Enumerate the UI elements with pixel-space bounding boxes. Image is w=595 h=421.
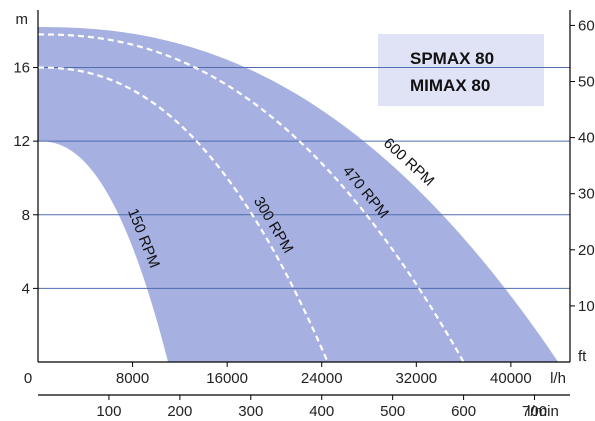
x-lmin-tick-label-500: 500 [380, 403, 405, 420]
model-label-box [378, 34, 544, 106]
x-lmin-tick-label-300: 300 [238, 403, 263, 420]
x-lh-unit-label: l/h [550, 370, 566, 387]
x-lh-tick-label-32000: 32000 [395, 370, 437, 387]
model-label-line2: MIMAX 80 [410, 76, 490, 95]
y-right-tick-label-30: 30 [578, 186, 595, 203]
x-lmin-tick-label-600: 600 [451, 403, 476, 420]
x-lmin-tick-label-100: 100 [96, 403, 121, 420]
y-right-tick-label-40: 40 [578, 130, 595, 147]
curve-470-rpm [37, 33, 465, 363]
model-label-line1: SPMAX 80 [410, 49, 494, 68]
y-right-tick-label-60: 60 [578, 17, 595, 34]
y-right-unit-label: ft [578, 348, 587, 365]
y-right-tick-label-20: 20 [578, 242, 595, 259]
y-left-tick-label-16: 16 [13, 60, 30, 77]
y-left-tick-label-8: 8 [22, 207, 30, 224]
x-lh-tick-label-16000: 16000 [206, 370, 248, 387]
y-right-tick-label-50: 50 [578, 74, 595, 91]
y-left-tick-label-12: 12 [13, 133, 30, 150]
y-left-tick-label-4: 4 [22, 280, 30, 297]
x-lmin-unit-label: l/min [527, 403, 559, 420]
operating-band [38, 27, 559, 362]
x-lh-tick-label-40000: 40000 [490, 370, 532, 387]
x-lh-tick-label-24000: 24000 [301, 370, 343, 387]
x-lh-tick-label-0: 0 [24, 370, 32, 387]
y-right-tick-label-10: 10 [578, 298, 595, 315]
x-lh-tick-label-8000: 8000 [116, 370, 149, 387]
x-lmin-tick-label-700: 700 [522, 403, 547, 420]
x-lmin-tick-label-400: 400 [309, 403, 334, 420]
y-left-unit-label: m [16, 11, 29, 28]
curve-300-rpm [37, 66, 329, 363]
x-lmin-tick-label-200: 200 [167, 403, 192, 420]
